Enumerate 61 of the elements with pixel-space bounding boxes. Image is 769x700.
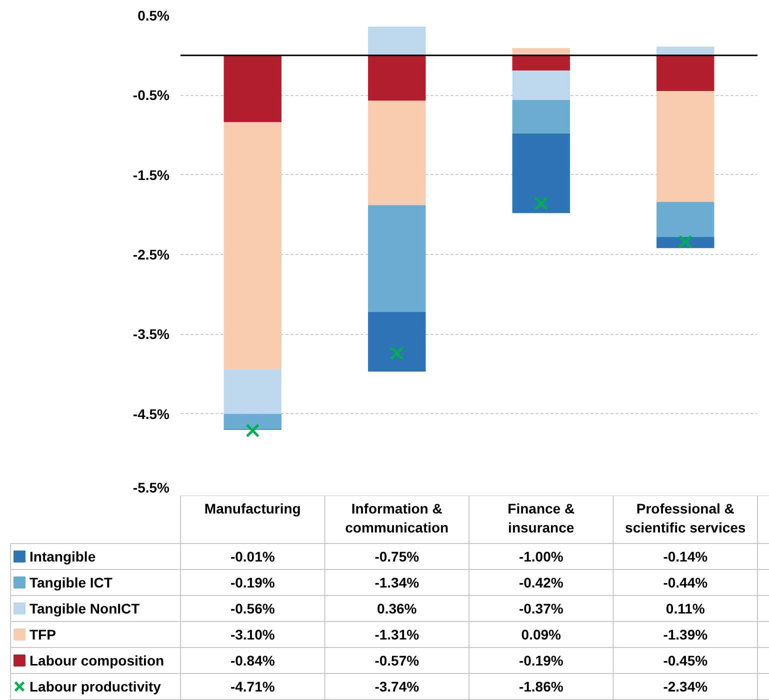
data-label: -0.56% bbox=[230, 600, 276, 616]
data-label: -1.00% bbox=[518, 548, 564, 564]
legend-label: Labour composition bbox=[30, 652, 164, 668]
bar bbox=[224, 55, 282, 122]
data-label: -0.45% bbox=[663, 652, 708, 668]
data-label: -2.34% bbox=[663, 678, 708, 694]
bar bbox=[368, 205, 426, 312]
bar bbox=[656, 202, 714, 237]
data-label: -0.37% bbox=[518, 600, 564, 616]
data-label: -0.42% bbox=[518, 574, 564, 590]
data-label: 0.09% bbox=[521, 626, 562, 642]
bar bbox=[656, 91, 714, 202]
bar bbox=[656, 55, 714, 92]
legend-label: TFP bbox=[30, 626, 56, 642]
legend-label: Tangible ICT bbox=[30, 574, 113, 590]
data-label: -0.84% bbox=[230, 652, 276, 668]
data-label: -0.19% bbox=[518, 652, 564, 668]
y-tick-label: -3.5% bbox=[132, 326, 170, 342]
y-tick-label: -2.5% bbox=[132, 246, 170, 262]
data-label: -0.19% bbox=[230, 574, 276, 590]
point bbox=[534, 196, 548, 210]
bar bbox=[224, 122, 282, 370]
data-label: -0.75% bbox=[374, 548, 420, 564]
bar bbox=[512, 100, 570, 134]
point bbox=[678, 234, 692, 249]
bar bbox=[368, 55, 426, 101]
bar bbox=[368, 26, 426, 56]
data-label: -0.01% bbox=[230, 548, 276, 564]
data-label: -1.86% bbox=[518, 678, 564, 694]
data-label: -3.10% bbox=[230, 626, 276, 642]
bar bbox=[224, 369, 282, 414]
data-label: -1.34% bbox=[374, 574, 420, 590]
data-label: -0.14% bbox=[663, 548, 708, 564]
point bbox=[390, 346, 404, 360]
y-tick-label: -5.5% bbox=[132, 480, 170, 496]
data-label: -3.74% bbox=[374, 678, 420, 694]
bar bbox=[224, 414, 282, 429]
legend-label: Tangible NonICT bbox=[30, 600, 140, 616]
y-tick-label: -4.5% bbox=[132, 406, 170, 422]
legend-label: Labour productivity bbox=[30, 678, 162, 694]
legend-label: Intangible bbox=[30, 548, 96, 564]
bar bbox=[512, 55, 570, 70]
y-tick-label: -0.5% bbox=[132, 87, 170, 104]
x-tick-label: Manufacturing bbox=[204, 500, 301, 516]
point bbox=[246, 424, 260, 438]
y-tick-label: -1.5% bbox=[132, 166, 170, 183]
data-label: -0.57% bbox=[374, 652, 420, 668]
data-label: 0.11% bbox=[666, 600, 706, 616]
x-tick-label: Professional & scientific services bbox=[625, 500, 746, 536]
bar bbox=[512, 70, 570, 100]
y-tick-label: 0.5% bbox=[138, 8, 170, 24]
x-tick-label: Information & communication bbox=[345, 500, 449, 536]
bar bbox=[368, 100, 426, 206]
bar bbox=[512, 133, 570, 214]
data-label: -4.71% bbox=[230, 678, 276, 694]
bar bbox=[368, 312, 426, 372]
data-label: -1.39% bbox=[663, 626, 708, 642]
x-tick-label: Finance & insurance bbox=[508, 500, 575, 536]
data-label: -1.31% bbox=[374, 626, 420, 642]
data-label: 0.36% bbox=[377, 600, 418, 616]
data-label: -0.44% bbox=[663, 574, 708, 590]
